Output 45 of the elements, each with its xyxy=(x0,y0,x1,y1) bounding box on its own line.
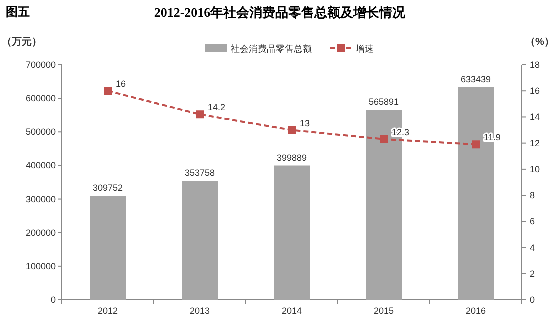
point xyxy=(196,110,204,119)
data-label: 633439 xyxy=(460,74,492,84)
bar xyxy=(182,181,218,300)
bar xyxy=(90,196,126,300)
point xyxy=(104,87,112,96)
y2-tick-label: 12 xyxy=(530,138,540,148)
y-tick-label: 300000 xyxy=(26,194,56,204)
point xyxy=(380,135,388,144)
y-tick-label: 700000 xyxy=(26,60,56,70)
x-tick-label: 2016 xyxy=(466,306,486,316)
y-tick-label: 0 xyxy=(50,295,56,305)
y-tick-label: 500000 xyxy=(26,127,56,138)
y2-axis-title: （%） xyxy=(526,37,554,48)
data-label: 309752 xyxy=(92,183,124,194)
data-label: 13 xyxy=(300,118,310,128)
x-tick-label: 2013 xyxy=(190,306,210,316)
x-tick-label: 2014 xyxy=(282,306,302,316)
y2-tick-label: 4 xyxy=(530,242,536,253)
y-tick-label: 600000 xyxy=(26,94,56,104)
y2-tick-label: 6 xyxy=(530,216,536,227)
y2-tick-label: 8 xyxy=(530,190,536,201)
x-tick-label: 2015 xyxy=(374,306,394,316)
y2-tick-label: 16 xyxy=(530,86,540,96)
y-tick-label: 100000 xyxy=(26,261,56,272)
bar xyxy=(274,166,310,300)
legend-label: 社会消费品零售总额 xyxy=(231,44,312,54)
y2-tick-label: 18 xyxy=(530,60,540,70)
point xyxy=(472,140,480,149)
y-tick-label: 400000 xyxy=(26,160,56,171)
chart-title: 2012-2016年社会消费品零售总额及增长情况 xyxy=(154,5,407,20)
data-label: 399889 xyxy=(276,152,308,163)
data-label: 16 xyxy=(116,79,126,90)
text: 图五 xyxy=(6,5,30,19)
data-label: 565891 xyxy=(368,97,400,108)
y-tick-label: 200000 xyxy=(26,228,56,238)
point xyxy=(288,126,296,134)
y2-tick-label: 10 xyxy=(530,164,540,174)
y-axis-title: （万元） xyxy=(2,36,42,48)
x-tick-label: 2012 xyxy=(98,306,118,316)
y2-tick-label: 2 xyxy=(530,268,536,279)
legend-label: 增速 xyxy=(355,44,374,54)
y2-tick-label: 14 xyxy=(530,112,540,122)
data-label: 14.2 xyxy=(208,102,226,113)
y2-tick-label: 0 xyxy=(530,295,536,305)
data-label: 353758 xyxy=(184,168,216,178)
